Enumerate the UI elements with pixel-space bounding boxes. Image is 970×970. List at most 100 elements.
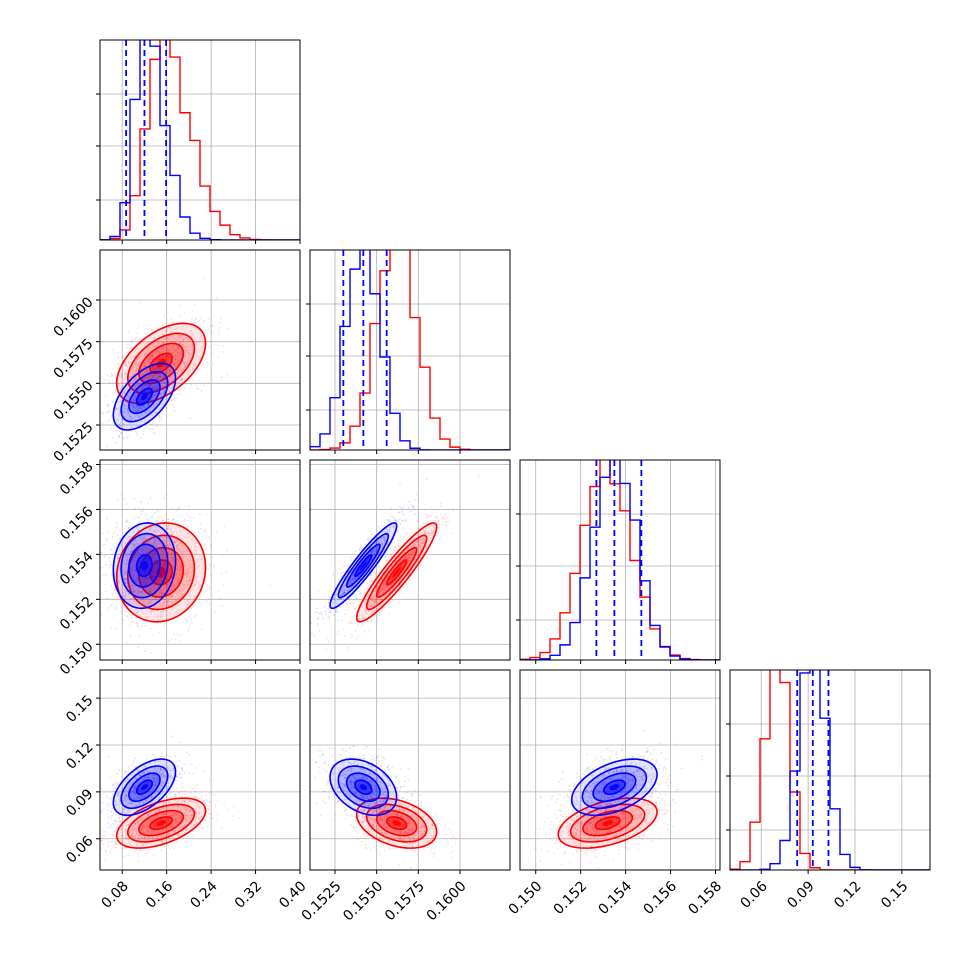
blue-sample-point — [319, 611, 322, 614]
blue-sample-point — [119, 432, 122, 435]
red-sample-point — [197, 531, 200, 533]
red-sample-point — [394, 560, 397, 563]
red-sample-point — [166, 827, 169, 830]
red-sample-point — [133, 835, 136, 838]
blue-sample-point — [341, 589, 343, 592]
red-sample-point — [134, 370, 137, 372]
blue-sample-point — [116, 407, 118, 410]
blue-sample-point — [156, 424, 159, 427]
blue-sample-point — [346, 603, 348, 605]
red-sample-point — [157, 517, 160, 520]
red-sample-point — [191, 585, 194, 588]
red-sample-point — [187, 343, 190, 345]
blue-sample-point — [177, 609, 180, 612]
blue-sample-point — [160, 591, 163, 594]
red-sample-point — [326, 637, 328, 640]
red-sample-point — [350, 636, 353, 638]
blue-sample-point — [349, 578, 352, 580]
red-sample-point — [101, 828, 103, 830]
red-sample-point — [371, 599, 373, 602]
red-sample-point — [198, 813, 201, 816]
blue-sample-point — [141, 592, 144, 594]
red-sample-point — [128, 831, 131, 833]
red-sample-point — [136, 822, 139, 824]
red-sample-point — [188, 800, 190, 803]
blue-sample-point — [146, 551, 149, 553]
blue-sample-point — [394, 519, 397, 522]
red-sample-point — [119, 829, 122, 831]
blue-sample-point — [152, 376, 154, 379]
red-sample-point — [196, 797, 199, 800]
red-sample-point — [373, 608, 376, 611]
red-sample-point — [132, 543, 135, 545]
blue-sample-point — [125, 578, 128, 580]
red-sample-point — [440, 523, 443, 526]
blue-sample-point — [128, 526, 131, 529]
red-sample-point — [187, 572, 190, 575]
blue-sample-point — [154, 394, 157, 397]
red-sample-point — [150, 587, 153, 589]
red-sample-point — [181, 344, 183, 346]
red-sample-point — [140, 348, 142, 351]
red-sample-point — [180, 816, 183, 818]
red-sample-point — [132, 824, 135, 827]
red-sample-point — [117, 352, 120, 355]
blue-sample-point — [144, 411, 147, 414]
red-sample-point — [139, 576, 142, 579]
red-sample-point — [144, 842, 147, 845]
red-sample-point — [196, 352, 199, 354]
red-sample-point — [424, 530, 426, 533]
red-sample-point — [376, 607, 379, 610]
blue-sample-point — [148, 403, 150, 406]
blue-sample-point — [162, 547, 165, 550]
blue-sample-point — [114, 627, 117, 630]
red-sample-point — [164, 609, 167, 612]
red-sample-point — [373, 593, 376, 596]
red-sample-point — [150, 358, 153, 361]
blue-sample-point — [152, 555, 154, 558]
blue-sample-point — [344, 592, 346, 594]
red-sample-point — [144, 547, 147, 550]
red-sample-point — [158, 631, 161, 634]
red-sample-point — [377, 612, 379, 615]
red-sample-point — [122, 825, 124, 828]
red-sample-point — [207, 328, 210, 331]
red-sample-point — [187, 569, 190, 572]
blue-sample-point — [388, 530, 391, 533]
red-sample-point — [397, 544, 400, 547]
red-sample-point — [346, 609, 348, 612]
blue-sample-point — [144, 541, 147, 544]
blue-sample-point — [147, 409, 149, 411]
blue-sample-point — [165, 600, 168, 603]
red-sample-point — [152, 854, 155, 857]
blue-sample-point — [372, 554, 375, 557]
red-sample-point — [187, 802, 190, 804]
blue-sample-point — [144, 384, 147, 387]
red-sample-point — [189, 579, 191, 582]
blue-sample-point — [322, 617, 324, 620]
blue-sample-point — [150, 613, 152, 615]
red-sample-point — [169, 794, 172, 797]
red-sample-point — [130, 368, 133, 370]
red-sample-point — [147, 825, 149, 828]
blue-sample-point — [342, 592, 344, 595]
blue-sample-point — [146, 615, 149, 618]
blue-sample-point — [152, 598, 154, 601]
blue-sample-point — [142, 405, 145, 407]
red-sample-point — [370, 596, 373, 599]
blue-sample-point — [375, 549, 378, 552]
blue-sample-point — [349, 580, 352, 583]
blue-sample-point — [128, 413, 131, 416]
red-sample-point — [124, 847, 126, 850]
red-sample-point — [186, 536, 189, 539]
blue-sample-point — [160, 375, 163, 378]
red-sample-point — [188, 816, 190, 819]
blue-sample-point — [355, 597, 358, 599]
blue-sample-point — [136, 552, 139, 555]
red-sample-point — [159, 834, 162, 837]
red-sample-point — [373, 615, 376, 618]
red-sample-point — [144, 650, 146, 652]
red-sample-point — [171, 560, 174, 562]
red-sample-point — [158, 375, 161, 378]
blue-sample-point — [388, 526, 391, 528]
